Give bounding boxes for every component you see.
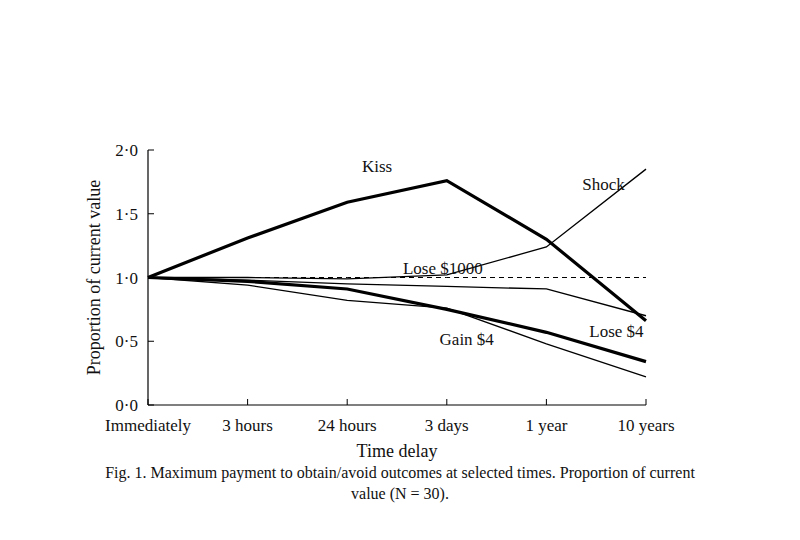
plot-area (148, 169, 646, 377)
y-axis-label: Proportion of current value (84, 180, 104, 375)
y-tick (148, 341, 154, 342)
x-tick-label: 3 days (425, 416, 469, 435)
y-tick-label: 0·0 (115, 396, 138, 415)
x-tick (646, 399, 647, 405)
series-label: Shock (582, 175, 625, 194)
x-tick-label: 24 hours (318, 416, 377, 435)
series-label: Lose $1000 (403, 259, 483, 278)
y-tick-label: 2·0 (115, 141, 138, 160)
series-line (148, 278, 646, 377)
caption: Fig. 1. Maximum payment to obtain/avoid … (105, 464, 695, 503)
series-label: Lose $4 (589, 322, 644, 341)
y-tick-label: 1·0 (115, 269, 138, 288)
y-tick (148, 150, 154, 151)
caption-line: value (N = 30). (351, 485, 449, 503)
series-label: Kiss (362, 157, 392, 176)
x-axis (148, 404, 646, 405)
chart: 0·0 0·5 1·0 1·5 2·0 Immediately 3 hours 24 hour… (0, 0, 800, 540)
x-tick-label: 3 hours (222, 416, 273, 435)
x-tick (148, 399, 149, 405)
x-axis-label: Time delay (357, 441, 438, 461)
x-tick (247, 399, 248, 405)
x-tick-label: 1 year (525, 416, 567, 435)
x-tick (446, 399, 447, 405)
x-tick-label: Immediately (105, 416, 191, 435)
caption-line: Fig. 1. Maximum payment to obtain/avoid … (105, 464, 695, 482)
series-label: Gain $4 (440, 330, 495, 349)
series-line (148, 278, 646, 362)
x-tick (546, 399, 547, 405)
y-tick (148, 213, 154, 214)
x-tick-label: 10 years (617, 416, 674, 435)
y-tick-label: 0·5 (115, 332, 138, 351)
x-tick (347, 399, 348, 405)
reference-line (148, 277, 646, 278)
y-tick (148, 405, 154, 406)
y-tick-label: 1·5 (115, 205, 138, 224)
series-line (148, 169, 646, 279)
